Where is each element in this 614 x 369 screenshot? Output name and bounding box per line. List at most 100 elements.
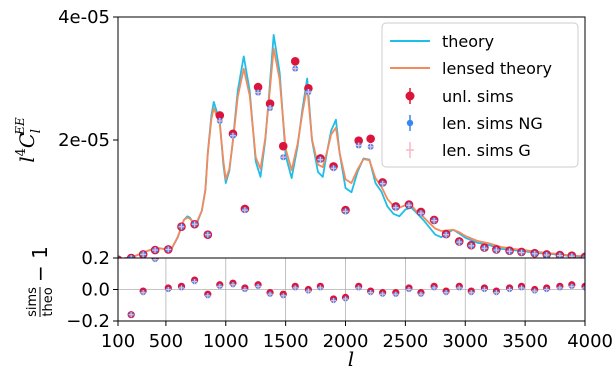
- xtick-label-1: 500: [149, 331, 183, 352]
- point-len-sims-g-12: [267, 105, 274, 112]
- residual-len-sims-g-31: [518, 285, 525, 291]
- top-ytick-label-0: 2e-05: [58, 130, 110, 151]
- point-unl-sims-14: [290, 56, 300, 66]
- legend-g-label: len. sims G: [442, 141, 531, 160]
- residual-len-sims-g-14: [305, 288, 311, 294]
- x-ticks: 100 500 1000 1500 2000 2500 3000 3500 4000: [101, 321, 613, 352]
- point-len-sims-g-34: [543, 252, 550, 258]
- ylabel-c: C: [15, 133, 39, 148]
- residual-ytick-label-2: 0.2: [81, 248, 110, 269]
- ylabel-base: l: [15, 156, 39, 162]
- point-len-sims-g-17: [330, 165, 337, 172]
- legend-ng-marker: [406, 119, 414, 127]
- spectrum-points: [118, 56, 585, 258]
- point-len-sims-g-8: [216, 117, 223, 124]
- ylabel-minus-one: − 1: [28, 246, 52, 282]
- top-y-ticks: 2e-05 4e-05: [58, 7, 118, 151]
- residual-len-sims-g-34: [557, 285, 563, 291]
- residual-ytick-label-1: 0.0: [81, 280, 110, 301]
- legend-unl-label: unl. sims: [442, 87, 514, 106]
- residual-len-sims-g-15: [317, 285, 323, 291]
- point-len-sims-g-23: [405, 202, 412, 209]
- point-len-sims-g-10: [241, 207, 248, 214]
- xtick-label-4: 2000: [323, 331, 369, 352]
- point-len-sims-g-2: [140, 251, 147, 258]
- xtick-label-0: 100: [101, 331, 135, 352]
- top-ytick-label-1: 4e-05: [58, 7, 110, 28]
- point-len-sims-g-31: [506, 248, 513, 255]
- residual-len-sims-g-9: [242, 286, 248, 293]
- residual-len-sims-g-10: [255, 283, 261, 289]
- point-len-sims-g-26: [443, 231, 450, 238]
- point-len-sims-g-32: [518, 249, 525, 256]
- ylabel-c-sup: EE: [13, 117, 27, 136]
- point-len-sims-g-5: [178, 223, 185, 230]
- legend: theory lensed theory unl. sims len. sims…: [381, 22, 579, 168]
- point-len-sims-g-9: [229, 132, 236, 139]
- residual-grid: [117, 257, 586, 322]
- residual-len-sims-g-33: [544, 286, 550, 293]
- residual-len-sims-g-18: [356, 285, 362, 291]
- residual-len-sims-g-21: [393, 291, 399, 297]
- xtick-label-2: 1000: [203, 331, 249, 352]
- point-unl-sims-19: [354, 136, 363, 145]
- point-len-sims-g-36: [568, 253, 575, 258]
- point-len-sims-g-18: [342, 208, 349, 215]
- xtick-label-6: 3000: [442, 331, 488, 352]
- residual-len-sims-g-13: [292, 285, 298, 291]
- xtick-label-5: 2500: [382, 331, 428, 352]
- point-len-sims-g-7: [204, 231, 211, 238]
- residual-len-sims-g-30: [506, 286, 513, 293]
- residual-len-sims-g-22: [406, 286, 412, 293]
- residual-len-sims-g-29: [493, 290, 499, 296]
- point-unl-sims-8: [215, 111, 225, 120]
- point-len-sims-g-22: [392, 204, 399, 211]
- residual-len-sims-g-7: [217, 283, 223, 289]
- xtick-label-7: 3500: [502, 331, 548, 352]
- legend-lensed-label: lensed theory: [442, 59, 552, 78]
- point-len-sims-g-3: [152, 247, 159, 254]
- residual-len-sims-g-28: [481, 286, 488, 293]
- legend-theory-label: theory: [442, 32, 494, 51]
- point-len-sims-g-15: [305, 89, 312, 96]
- point-len-sims-g-13: [280, 154, 287, 161]
- residual-len-sims-g-12: [280, 293, 286, 299]
- point-len-sims-g-33: [531, 250, 538, 257]
- residual-len-sims-g-23: [418, 291, 424, 297]
- x-axis-label: l: [348, 347, 354, 369]
- point-len-sims-g-4: [165, 246, 172, 253]
- point-unl-sims-11: [253, 82, 263, 92]
- legend-ng-label: len. sims NG: [442, 114, 543, 133]
- residual-len-sims-g-1: [140, 290, 146, 296]
- legend-unl-marker: [405, 91, 415, 101]
- point-len-sims-g-14: [292, 65, 299, 72]
- point-len-sims-g-25: [431, 217, 438, 224]
- top-y-axis-label: l4CEE l: [13, 117, 44, 163]
- point-unl-sims-20: [366, 134, 375, 144]
- legend-box: [381, 22, 579, 168]
- residual-len-sims-g-11: [267, 291, 273, 297]
- residual-len-sims-g-2: [152, 258, 158, 263]
- ylabel-fraction-num: sims: [25, 287, 40, 317]
- residual-len-sims-g-20: [380, 291, 386, 297]
- ylabel-c-sub: l: [29, 129, 44, 133]
- point-len-sims-g-27: [456, 239, 463, 246]
- residual-len-sims-g-26: [456, 285, 462, 291]
- point-len-sims-g-19: [355, 142, 362, 149]
- residual-len-sims-g-16: [330, 297, 337, 304]
- point-len-sims-g-21: [379, 180, 386, 187]
- residual-len-sims-g-17: [342, 296, 349, 302]
- residual-points: [127, 258, 585, 319]
- point-len-sims-g-24: [417, 210, 424, 217]
- residual-len-sims-g-4: [178, 285, 185, 291]
- residual-y-ticks: −0.2 0.0 0.2: [66, 248, 118, 332]
- point-unl-sims-13: [278, 141, 288, 151]
- residual-len-sims-g-25: [443, 290, 449, 296]
- residual-len-sims-g-6: [205, 293, 211, 299]
- point-len-sims-g-1: [128, 255, 135, 258]
- xtick-label-8: 4000: [567, 331, 613, 352]
- ylabel-fraction-den: theo: [41, 287, 56, 316]
- ylabel-base-sup: 4: [14, 148, 29, 156]
- point-len-sims-g-16: [317, 156, 324, 163]
- residual-len-sims-g-19: [368, 290, 374, 296]
